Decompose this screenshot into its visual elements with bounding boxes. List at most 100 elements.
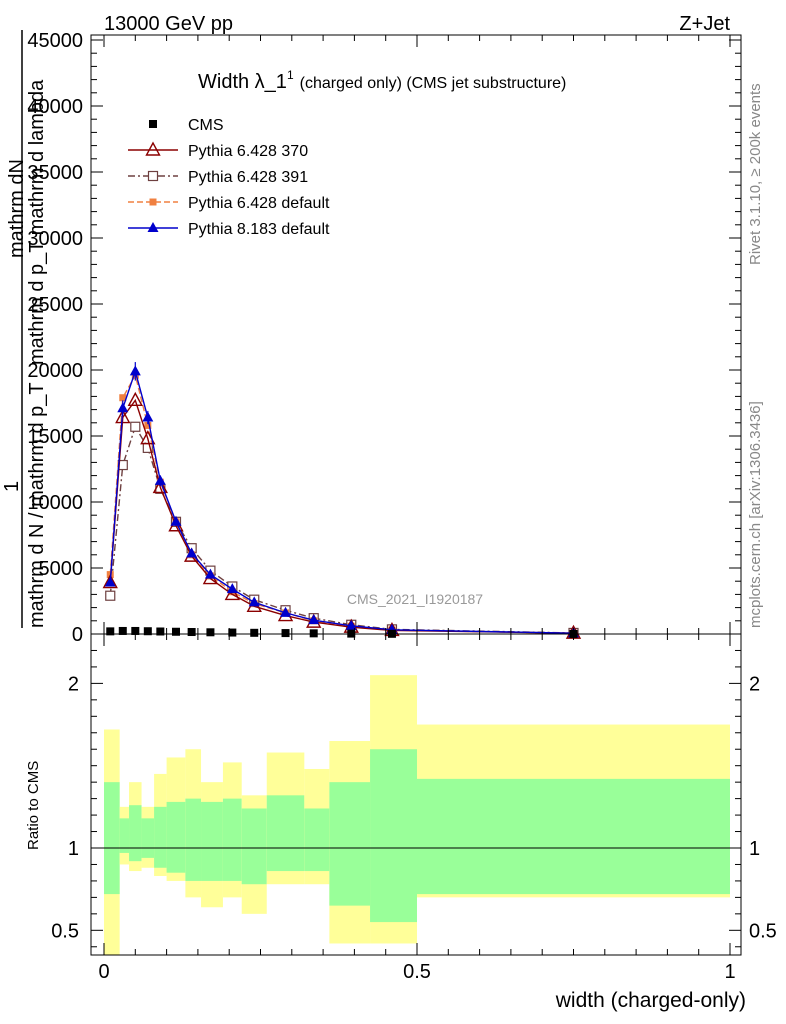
y-axis-label-top2: mathrm d p_T mathrm d lambda: [26, 79, 48, 365]
point-py6_370-8: [224, 585, 241, 601]
point-py8_default-8: [226, 583, 238, 594]
ratio-xtick-label-2: 1: [724, 961, 735, 983]
band-inner-1: [119, 818, 130, 853]
point-cms-6: [187, 628, 196, 637]
point-py8_default-0: [104, 576, 116, 587]
ratio-ytick-label-left-1: 1: [68, 838, 79, 860]
legend-label-py6_default: Pythia 6.428 default: [188, 195, 330, 212]
band-inner-8: [222, 798, 242, 881]
series-py6_default: [106, 371, 577, 637]
legend-label-py6_391: Pythia 6.428 391: [188, 169, 308, 186]
line-py6_default: [109, 373, 574, 634]
legend-item-py8_default: Pythia 8.183 default: [128, 221, 330, 238]
band-inner-10: [266, 795, 305, 872]
main-ytick-label-7: 35000: [27, 162, 83, 184]
ratio-y-label: Ratio to CMS: [25, 761, 42, 850]
point-cms-5: [171, 627, 180, 636]
legend-marker-py6_default: [149, 198, 157, 206]
point-py8_default-1: [117, 402, 129, 413]
point-cms-11: [309, 629, 318, 638]
header-left: 13000 GeV pp: [104, 13, 233, 35]
ratio-xtick-label-0: 0: [98, 961, 109, 983]
point-py8_default-4: [154, 474, 166, 485]
point-cms-7: [206, 628, 215, 637]
main-ytick-label-0: 0: [72, 624, 83, 646]
band-inner-5: [166, 801, 186, 873]
point-py8_default-9: [248, 596, 260, 607]
legend-label-py6_370: Pythia 6.428 370: [188, 143, 308, 160]
legend-marker-py8_default: [147, 222, 159, 232]
y-axis-label-one: 1: [1, 481, 23, 492]
band-inner-0: [104, 782, 120, 895]
ratio-ytick-label-right-2: 2: [749, 673, 760, 695]
band-inner-11: [304, 808, 330, 872]
band-inner-2: [129, 805, 142, 862]
ratio-ytick-label-right-0: 0.5: [749, 920, 777, 942]
main-ytick-label-6: 30000: [27, 228, 83, 250]
rivet-label: Rivet 3.1.10, ≥ 200k events: [747, 83, 764, 265]
line-py8_default: [109, 368, 574, 634]
legend-item-py6_391: Pythia 6.428 391: [128, 169, 308, 186]
point-py8_default-12: [345, 619, 357, 630]
point-cms-4: [156, 627, 165, 636]
ratio-ytick-label-left-0: 0.5: [51, 920, 79, 942]
band-inner-12: [329, 782, 371, 906]
main-ytick-label-4: 20000: [27, 360, 83, 382]
main-series: [102, 362, 582, 639]
point-cms-0: [106, 627, 115, 636]
band-inner-3: [141, 818, 155, 858]
ratio-xtick-label-1: 0.5: [403, 961, 431, 983]
band-inner-6: [185, 798, 202, 881]
point-cms-3: [143, 627, 152, 636]
main-ytick-label-9: 45000: [27, 30, 83, 52]
point-py6_370-3: [140, 430, 156, 445]
ratio-frame: [90, 633, 742, 956]
point-cms-1: [118, 626, 127, 635]
plot-title: Width λ_11 (charged only) (CMS jet substr…: [198, 68, 566, 93]
point-py6_default-3: [144, 421, 152, 429]
main-ytick-label-8: 40000: [27, 96, 83, 118]
point-py6_default-1: [119, 394, 127, 402]
point-py8_default-10: [280, 606, 292, 617]
y-axis-label-top: mathrm dN: [6, 159, 28, 258]
ratio-ytick-label-right-1: 1: [749, 838, 760, 860]
legend-marker-py6_370: [145, 141, 161, 156]
mcplots-label: mcplots.cern.ch [arXiv:1306.3436]: [747, 401, 764, 628]
header-right: Z+Jet: [679, 13, 730, 35]
point-py8_default-2: [129, 365, 141, 376]
ratio-bands: [104, 675, 730, 955]
legend-item-py6_370: Pythia 6.428 370: [128, 141, 308, 160]
legend-label-cms: CMS: [188, 117, 224, 134]
band-inner-13: [370, 749, 417, 923]
main-ytick-label-3: 15000: [27, 426, 83, 448]
point-cms-9: [250, 628, 259, 637]
band-inner-14: [417, 778, 730, 895]
legend-marker-py6_391: [147, 170, 159, 182]
point-py8_default-7: [204, 568, 216, 579]
y-axis-label-bottom: mathrm d N / mathrm d p_T: [26, 382, 48, 628]
point-py6_391-2: [130, 421, 141, 432]
watermark: CMS_2021_I1920187: [347, 591, 483, 607]
band-inner-9: [241, 808, 267, 885]
legend-marker-cms: [149, 120, 157, 128]
series-py6_391: [105, 421, 579, 639]
point-py8_default-3: [142, 411, 154, 422]
point-cms-8: [228, 628, 237, 637]
plot-title-main: Width λ_1: [198, 71, 287, 93]
series-py8_default: [104, 362, 579, 638]
legend-label-py8_default: Pythia 8.183 default: [188, 221, 330, 238]
main-ytick-label-1: 5000: [39, 558, 84, 580]
point-py6_391-0: [105, 590, 116, 601]
point-py6_370-0: [102, 574, 118, 589]
x-axis-label: width (charged-only): [555, 989, 746, 1012]
axes: 0 5000 10000 15000 20000 25000 30000 35000 40000…: [27, 30, 776, 983]
ratio-ytick-label-left-2: 2: [68, 673, 79, 695]
point-py8_default-11: [308, 614, 320, 625]
main-ytick-label-2: 10000: [27, 492, 83, 514]
plot-title-suffix: (charged only) (CMS jet substructure): [300, 75, 567, 92]
band-inner-7: [201, 801, 223, 881]
point-py8_default-6: [186, 547, 198, 558]
legend: CMS Pythia 6.428 370 Pythia 6.428 391 Pythi…: [128, 117, 330, 238]
point-py6_370-1: [115, 409, 131, 424]
